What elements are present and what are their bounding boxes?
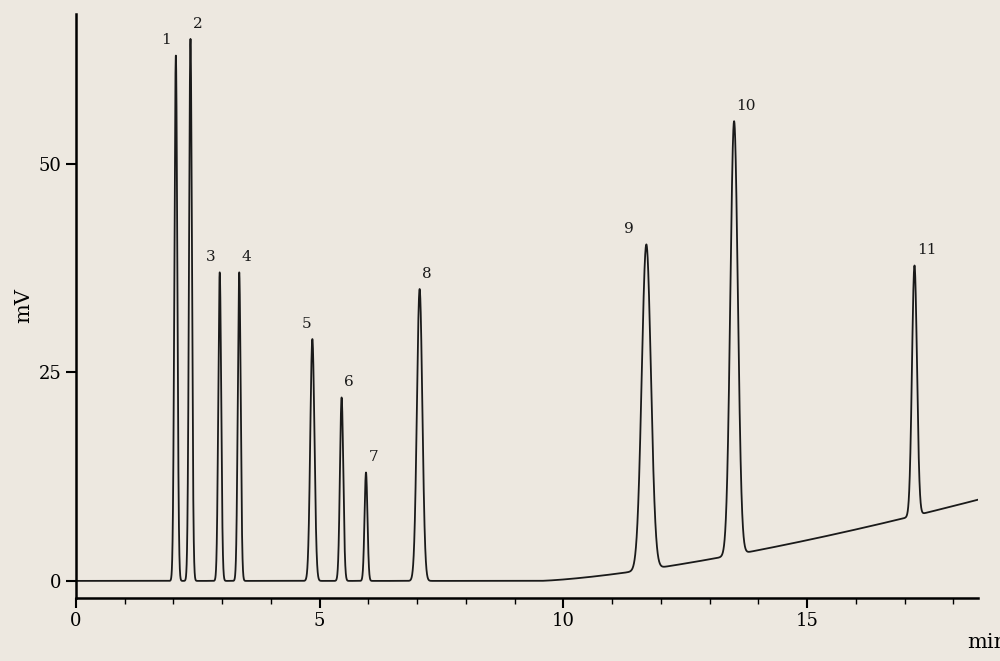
Text: 9: 9 xyxy=(624,222,634,236)
Text: 11: 11 xyxy=(917,243,936,257)
Text: 10: 10 xyxy=(737,99,756,113)
Text: 7: 7 xyxy=(368,450,378,464)
Text: 1: 1 xyxy=(161,33,171,47)
Text: 3: 3 xyxy=(206,250,216,264)
Text: 2: 2 xyxy=(193,17,203,30)
Text: 6: 6 xyxy=(344,375,354,389)
X-axis label: min: min xyxy=(967,633,1000,652)
Text: 5: 5 xyxy=(302,317,311,330)
Text: 4: 4 xyxy=(242,250,251,264)
Text: 8: 8 xyxy=(422,267,432,281)
Y-axis label: mV: mV xyxy=(14,288,33,323)
